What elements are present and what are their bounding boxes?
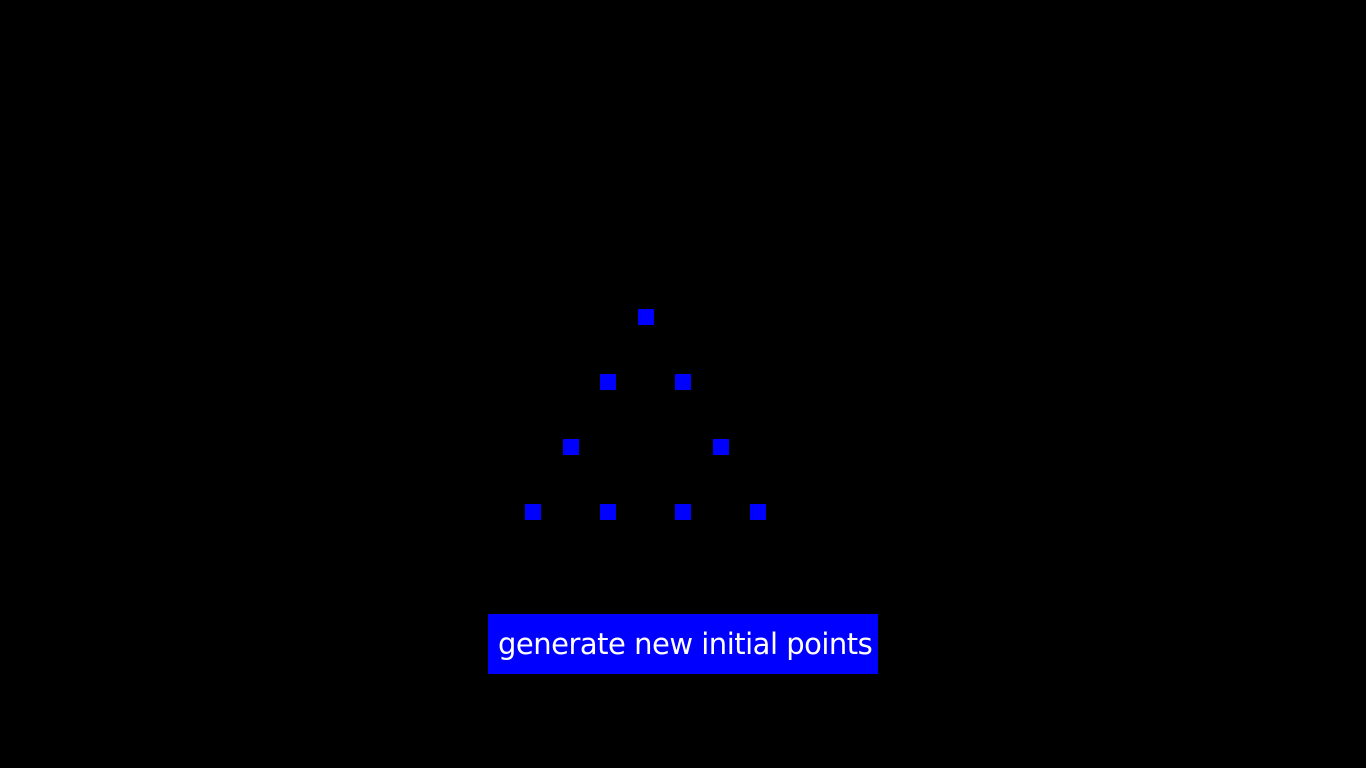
- point: [525, 504, 541, 520]
- point: [600, 504, 616, 520]
- point: [675, 374, 691, 390]
- point: [638, 309, 654, 325]
- point: [675, 504, 691, 520]
- generate-new-initial-points-button[interactable]: generate new initial points: [488, 614, 878, 674]
- point: [563, 439, 579, 455]
- point: [713, 439, 729, 455]
- point: [750, 504, 766, 520]
- point: [600, 374, 616, 390]
